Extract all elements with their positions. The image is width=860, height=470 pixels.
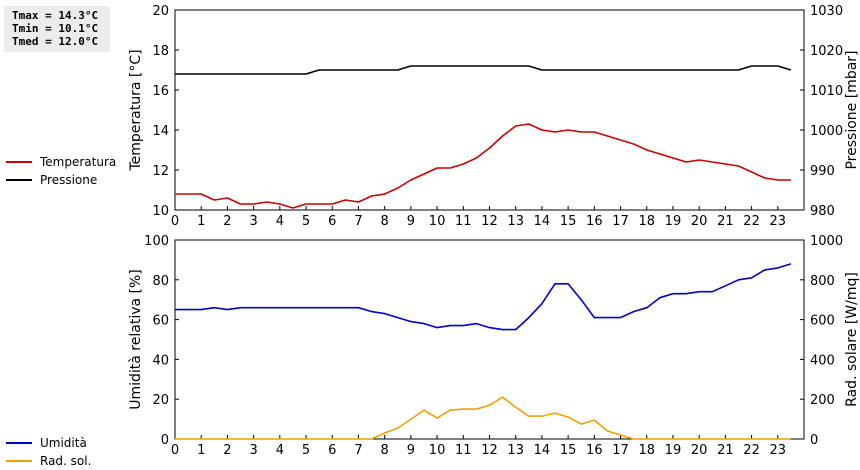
x-tick-label-0-11: 11: [455, 214, 472, 229]
x-tick-label-0-18: 18: [638, 214, 655, 229]
x-tick-label-0-23: 23: [770, 214, 787, 229]
y-tick-label-0-20: 20: [152, 4, 169, 19]
x-tick-label-0-9: 9: [407, 214, 415, 229]
y-tick-label-1-40: 40: [152, 353, 169, 368]
x-tick-label-1-0: 0: [171, 443, 179, 458]
x-tick-label-1-10: 10: [429, 443, 446, 458]
y-tick-label-1-80: 80: [152, 274, 169, 289]
x-tick-label-0-8: 8: [381, 214, 389, 229]
legend-label-temperatura: Temperatura: [40, 155, 117, 169]
x-tick-label-0-22: 22: [743, 214, 760, 229]
y2-tick-label-0-1030: 1030: [810, 4, 843, 19]
x-tick-label-0-16: 16: [586, 214, 603, 229]
series-line-0-1: [175, 65, 792, 75]
x-tick-label-1-9: 9: [407, 443, 415, 458]
x-tick-label-1-5: 5: [302, 443, 310, 458]
x-tick-label-0-10: 10: [429, 214, 446, 229]
x-tick-label-0-17: 17: [612, 214, 629, 229]
series-line-1-0: [175, 263, 792, 331]
x-tick-label-0-0: 0: [171, 214, 179, 229]
y2-tick-label-1-0: 0: [810, 433, 818, 448]
y2-axis-label-0: Pressione [mbar]: [844, 50, 860, 169]
legend-item-umidita: Umidità: [6, 434, 91, 452]
x-tick-label-0-19: 19: [665, 214, 682, 229]
y-axis-label-0: Temperatura [°C]: [128, 49, 144, 171]
y2-tick-label-1-400: 400: [810, 353, 835, 368]
tmax-label: Tmax = 14.3°C: [12, 9, 99, 22]
x-tick-label-0-15: 15: [560, 214, 577, 229]
y-tick-label-1-0: 0: [161, 433, 169, 448]
y-tick-label-0-12: 12: [152, 164, 169, 179]
y2-tick-label-0-1020: 1020: [810, 44, 843, 59]
x-tick-label-1-14: 14: [534, 443, 551, 458]
legend-swatch-umidita: [6, 442, 32, 444]
y2-tick-label-1-800: 800: [810, 274, 835, 289]
legend-swatch-temperatura: [6, 161, 32, 163]
tmed-label: Tmed = 12.0°C: [12, 35, 99, 48]
x-tick-label-1-15: 15: [560, 443, 577, 458]
x-tick-label-1-17: 17: [612, 443, 629, 458]
legend-swatch-radsol: [6, 460, 32, 462]
y-tick-label-0-10: 10: [152, 204, 169, 219]
x-tick-label-1-21: 21: [717, 443, 734, 458]
x-tick-label-1-2: 2: [223, 443, 231, 458]
plot-frame-0: [174, 9, 805, 211]
plot-frame-1: [174, 239, 805, 440]
x-tick-label-1-1: 1: [197, 443, 205, 458]
y-tick-label-0-18: 18: [152, 44, 169, 59]
series-line-1-1: [175, 396, 791, 440]
x-tick-label-0-1: 1: [197, 214, 205, 229]
y-tick-label-1-20: 20: [152, 393, 169, 408]
x-tick-label-1-8: 8: [381, 443, 389, 458]
y-tick-label-1-60: 60: [152, 314, 169, 329]
y-tick-label-0-16: 16: [152, 84, 169, 99]
x-tick-label-0-20: 20: [691, 214, 708, 229]
x-tick-label-1-18: 18: [638, 443, 655, 458]
x-tick-label-0-12: 12: [481, 214, 498, 229]
legend-item-temperatura: Temperatura: [6, 153, 116, 171]
legend-swatch-pressione: [6, 179, 32, 181]
x-tick-label-0-2: 2: [223, 214, 231, 229]
series-line-0-0: [175, 123, 791, 209]
x-tick-label-0-6: 6: [328, 214, 336, 229]
x-tick-label-1-6: 6: [328, 443, 336, 458]
x-tick-label-1-16: 16: [586, 443, 603, 458]
x-tick-label-1-11: 11: [455, 443, 472, 458]
x-tick-label-1-23: 23: [770, 443, 787, 458]
x-tick-label-1-22: 22: [743, 443, 760, 458]
x-tick-label-1-7: 7: [354, 443, 362, 458]
charts-canvas: 0 1 2 3 4 5 6 7 8 9 10 11 12 13 14 15 16 17 18 19 20 21 22 2310…: [128, 4, 860, 458]
x-tick-label-0-13: 13: [507, 214, 524, 229]
legend-top: Temperatura Pressione: [6, 153, 116, 189]
legend-label-umidita: Umidità: [40, 436, 87, 450]
y2-tick-label-0-980: 980: [810, 204, 835, 219]
x-tick-label-0-5: 5: [302, 214, 310, 229]
y-tick-label-1-100: 100: [144, 234, 169, 249]
x-tick-label-1-12: 12: [481, 443, 498, 458]
x-tick-label-1-20: 20: [691, 443, 708, 458]
y2-tick-label-1-1000: 1000: [810, 234, 843, 249]
y2-tick-label-1-600: 600: [810, 314, 835, 329]
x-tick-label-1-19: 19: [665, 443, 682, 458]
x-tick-label-0-7: 7: [354, 214, 362, 229]
x-tick-label-0-4: 4: [276, 214, 284, 229]
y2-tick-label-1-200: 200: [810, 393, 835, 408]
tmin-label: Tmin = 10.1°C: [12, 22, 99, 35]
stats-box: Tmax = 14.3°C Tmin = 10.1°C Tmed = 12.0°…: [4, 6, 110, 52]
y2-tick-label-0-990: 990: [810, 164, 835, 179]
y2-tick-label-0-1000: 1000: [810, 124, 843, 139]
y2-tick-label-0-1010: 1010: [810, 84, 843, 99]
x-tick-label-0-21: 21: [717, 214, 734, 229]
x-tick-label-1-13: 13: [507, 443, 524, 458]
legend-item-pressione: Pressione: [6, 171, 116, 189]
legend-label-pressione: Pressione: [40, 173, 98, 187]
y-axis-label-1: Umidità relativa [%]: [128, 269, 144, 410]
y2-axis-label-1: Rad. solare [W/mq]: [844, 272, 860, 407]
x-tick-label-1-3: 3: [249, 443, 257, 458]
x-tick-label-1-4: 4: [276, 443, 284, 458]
x-tick-label-0-14: 14: [534, 214, 551, 229]
y-tick-label-0-14: 14: [152, 124, 169, 139]
x-tick-label-0-3: 3: [249, 214, 257, 229]
